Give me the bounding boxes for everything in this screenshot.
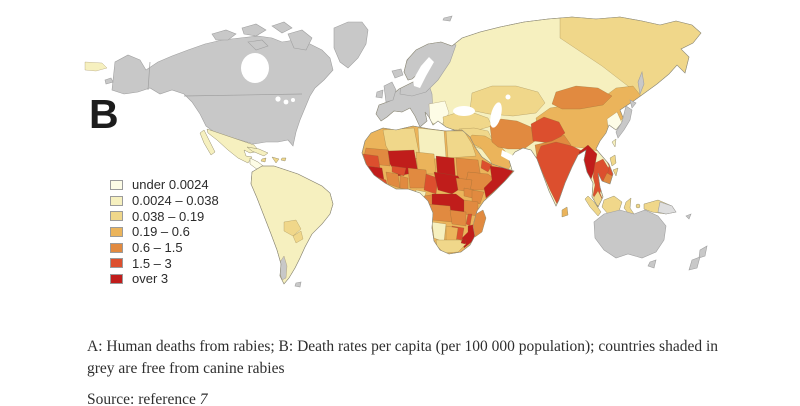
iceland <box>391 68 404 79</box>
arctic-island <box>271 21 293 34</box>
world-map <box>84 15 708 288</box>
senegal <box>362 153 381 169</box>
figure-caption: A: Human deaths from rabies; B: Death ra… <box>87 336 727 406</box>
ireland <box>375 89 384 99</box>
sri-lanka <box>561 206 569 218</box>
great-britain <box>383 81 397 103</box>
region-central-america <box>199 128 287 177</box>
legend-item: 1.5 – 3 <box>110 255 219 271</box>
persian-gulf <box>501 150 514 162</box>
alaska-canada-border <box>147 61 151 91</box>
south-america-outline <box>250 165 334 285</box>
legend-item: 0.038 – 0.19 <box>110 208 219 224</box>
cote-divoire <box>385 171 401 189</box>
legend-label: 0.038 – 0.19 <box>132 208 205 224</box>
aral-sea <box>505 94 511 100</box>
legend-swatch <box>110 195 123 206</box>
arctic-island <box>211 29 237 41</box>
papua-new-guinea <box>657 201 677 215</box>
legend-label: 0.0024 – 0.038 <box>132 193 219 209</box>
arctic-island <box>241 23 267 37</box>
legend-item: over 3 <box>110 271 219 287</box>
legend-label: 0.19 – 0.6 <box>132 224 190 240</box>
mongolia <box>551 85 613 110</box>
botswana <box>445 225 459 243</box>
philippines-luzon <box>609 154 617 167</box>
baffin-island <box>287 29 313 51</box>
caspian-sea <box>490 102 502 128</box>
great-lake <box>283 99 289 105</box>
legend-swatch <box>110 258 123 269</box>
us-canada-border <box>183 93 303 97</box>
legend-item: 0.6 – 1.5 <box>110 240 219 256</box>
region-europe-islands <box>375 15 453 103</box>
hudson-bay <box>241 53 269 83</box>
chukotka-west-edge <box>84 61 108 72</box>
aleutian-island <box>104 77 114 85</box>
legend-swatch <box>110 226 123 237</box>
bolivia <box>283 219 302 237</box>
region-oceania <box>593 209 708 271</box>
legend-label: 1.5 – 3 <box>132 255 172 271</box>
legend-label: under 0.0024 <box>132 177 209 193</box>
greenland <box>333 21 369 69</box>
map-legend: under 0.0024 0.0024 – 0.038 0.038 – 0.19… <box>110 177 219 287</box>
baja-california <box>199 129 216 156</box>
egypt <box>445 130 477 159</box>
svalbard <box>442 15 453 22</box>
legend-item: 0.19 – 0.6 <box>110 224 219 240</box>
region-north-america <box>104 21 369 147</box>
falkland-islands <box>294 281 302 288</box>
new-zealand-north <box>698 245 708 259</box>
black-sea <box>453 106 475 116</box>
great-lake <box>275 96 281 102</box>
new-caledonia <box>685 213 692 220</box>
japan <box>615 105 633 139</box>
region-eurasia <box>375 16 702 208</box>
sakhalin <box>637 70 645 96</box>
hispaniola <box>271 156 280 164</box>
tasmania <box>647 259 657 269</box>
cuba <box>246 146 269 157</box>
paraguay <box>292 230 304 244</box>
region-south-america <box>250 165 334 288</box>
new-zealand-south <box>688 256 701 271</box>
legend-item: under 0.0024 <box>110 177 219 193</box>
legend-label: 0.6 – 1.5 <box>132 240 183 256</box>
legend-swatch <box>110 242 123 253</box>
philippines-mindanao <box>612 167 619 177</box>
panel-label-b: B <box>89 91 119 137</box>
gabon <box>414 189 427 201</box>
legend-swatch <box>110 273 123 284</box>
taiwan <box>611 138 617 148</box>
kenya <box>471 189 485 205</box>
caption-text: A: Human deaths from rabies; B: Death ra… <box>87 338 719 377</box>
baltic-sea <box>413 57 434 88</box>
zambia <box>449 209 467 227</box>
swaziland <box>460 239 467 245</box>
region-africa <box>361 125 515 255</box>
burkina-faso <box>391 165 407 177</box>
hokkaido <box>629 99 637 109</box>
legend-swatch <box>110 211 123 222</box>
madagascar <box>472 209 487 238</box>
australia <box>593 209 667 259</box>
legend-label: over 3 <box>132 271 169 287</box>
moluccas <box>635 203 641 209</box>
source-line: Source: reference 7 <box>87 389 727 406</box>
great-lake <box>291 98 295 102</box>
source-reference-number: 7 <box>199 391 208 406</box>
jamaica <box>260 157 267 163</box>
eritrea <box>480 159 493 173</box>
source-prefix: Source: reference <box>87 391 196 406</box>
legend-swatch <box>110 179 123 190</box>
arctic-island <box>247 39 269 51</box>
legend-item: 0.0024 – 0.038 <box>110 193 219 209</box>
region-canada-usa-alaska <box>111 35 334 147</box>
sumatra <box>584 195 602 217</box>
ghana <box>399 175 409 191</box>
angola <box>427 203 453 223</box>
puerto-rico <box>280 157 287 162</box>
